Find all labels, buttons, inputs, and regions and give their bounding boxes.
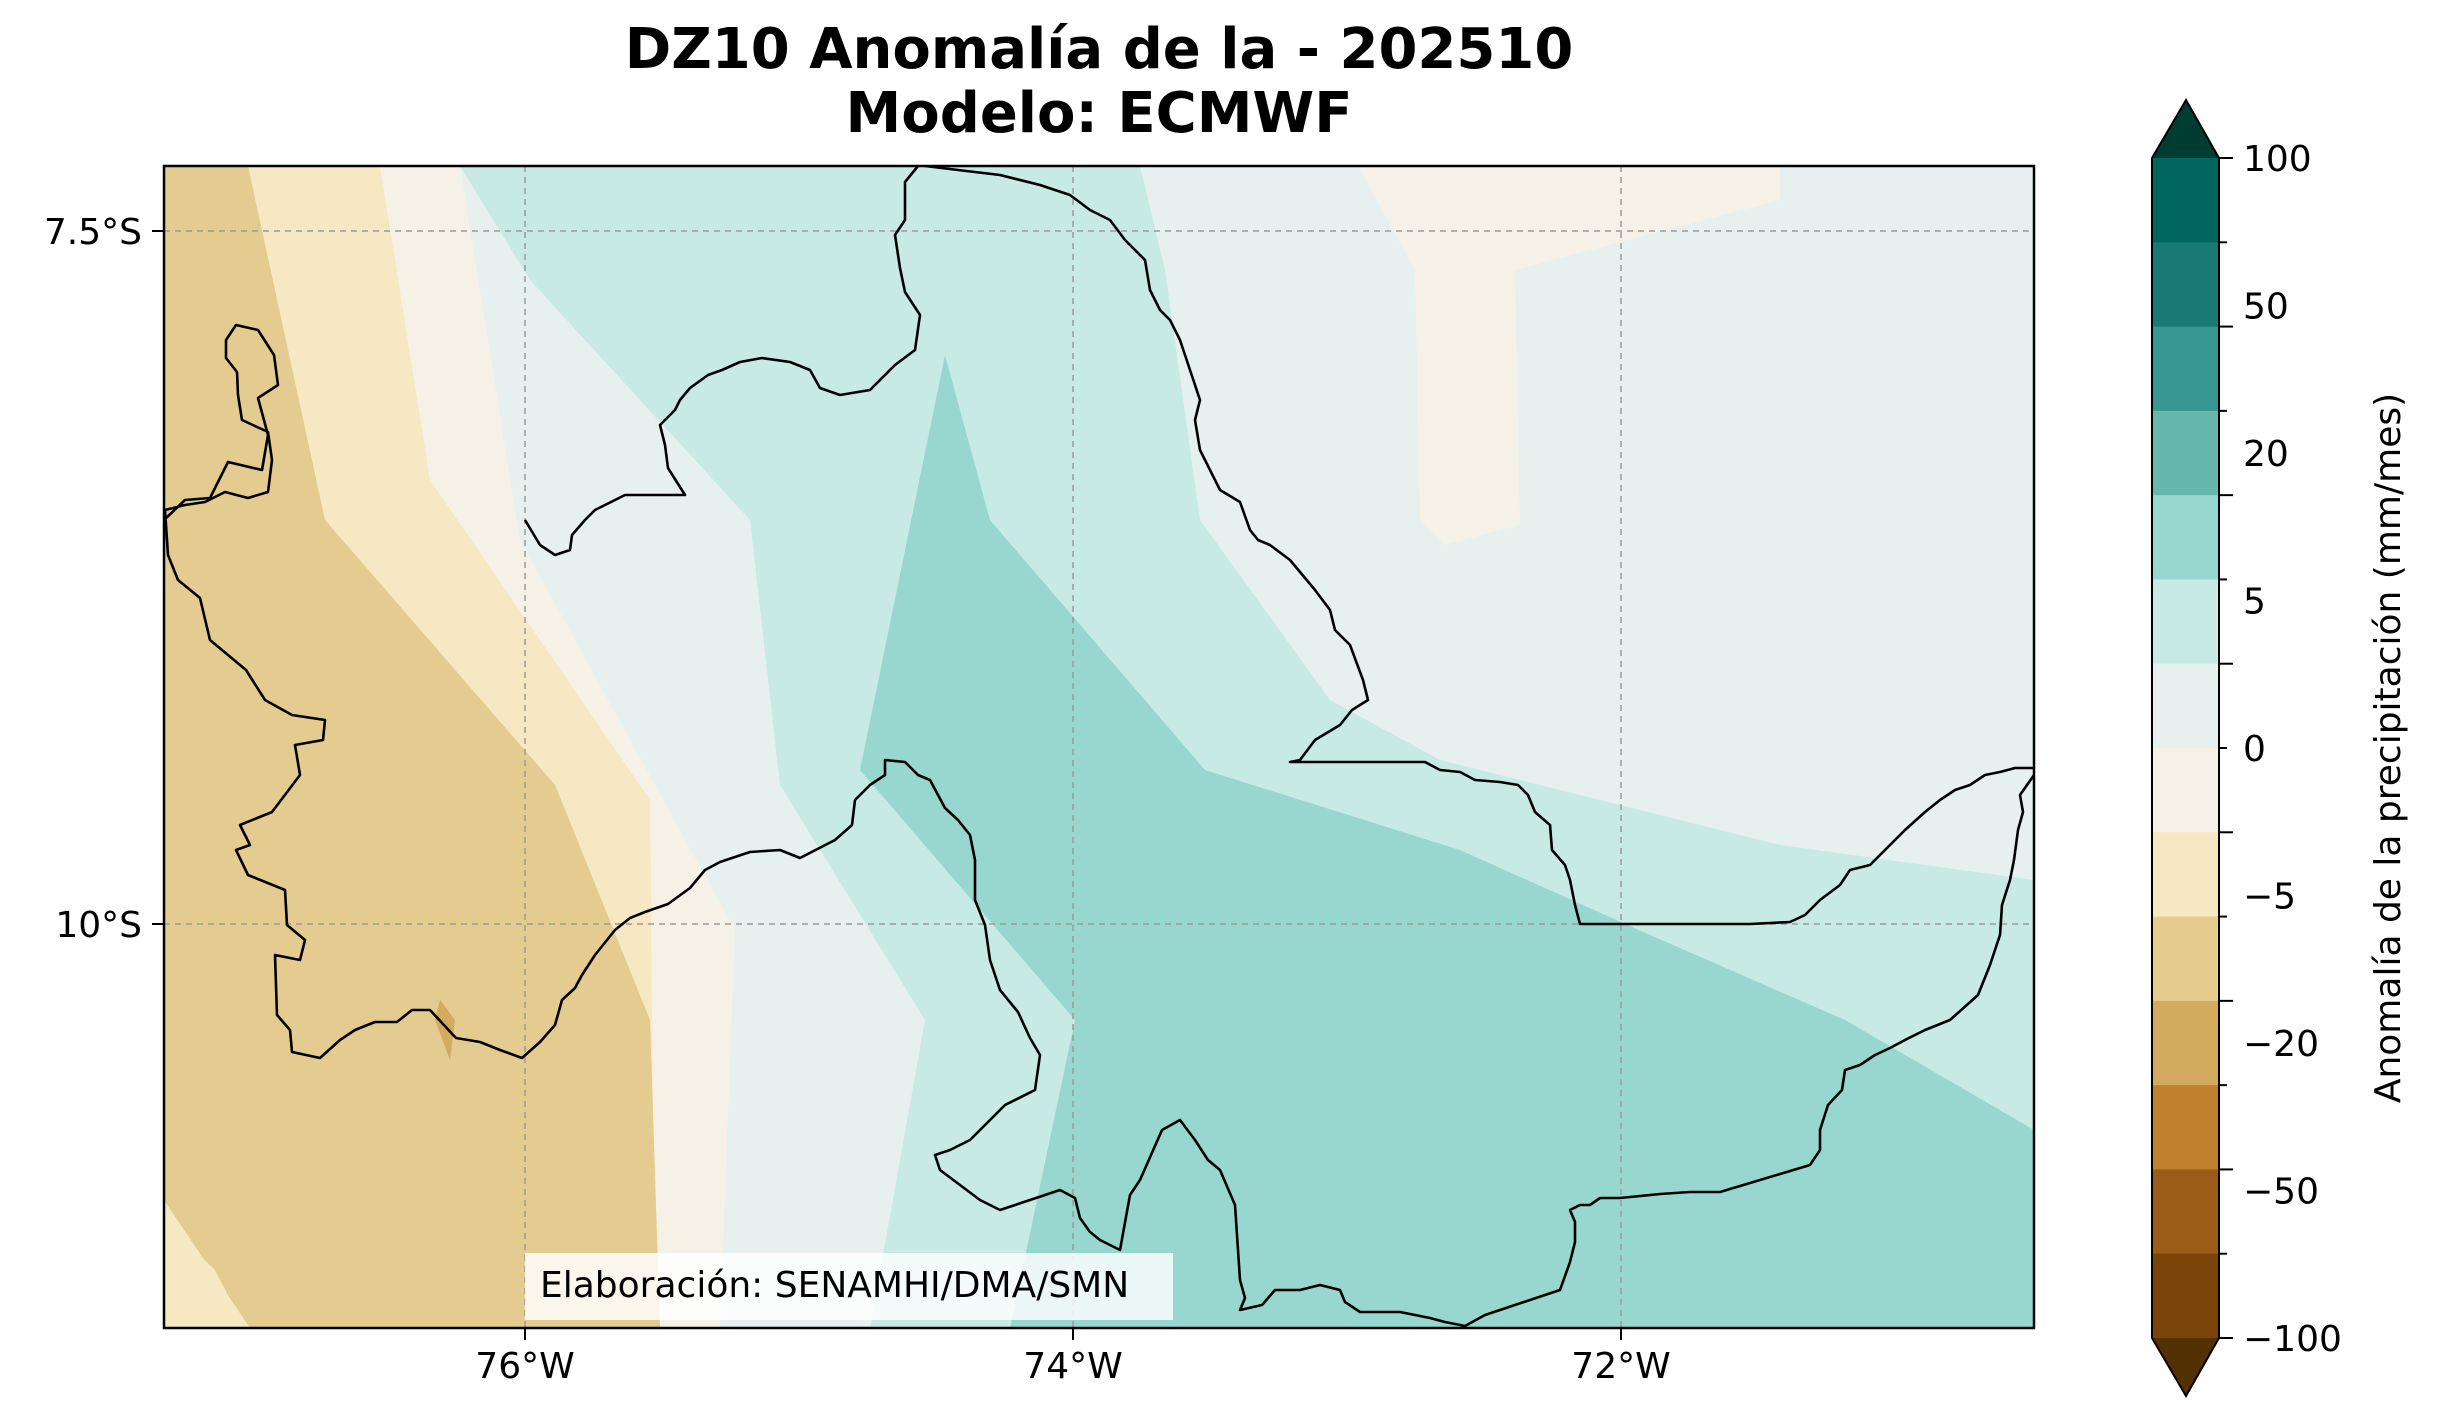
lon-tick-72w: 72°W <box>1571 1346 1670 1387</box>
anomaly-band-corner <box>164 1220 245 1328</box>
colorbar-segment <box>2152 326 2219 412</box>
title-line-2: Modelo: ECMWF <box>845 81 1353 146</box>
colorbar-segment <box>2152 1253 2219 1339</box>
axis-ticks <box>152 230 1622 1340</box>
colorbar-segment <box>2152 1085 2219 1170</box>
colorbar-tick-label: 0 <box>2243 729 2266 770</box>
chart-title: DZ10 Anomalía de la - 202510 Modelo: ECM… <box>164 18 2034 146</box>
gridlines <box>164 166 2034 1328</box>
colorbar-tick-label: 100 <box>2243 139 2312 180</box>
lon-tick-74w: 74°W <box>1023 1346 1122 1387</box>
credit-text: Elaboración: SENAMHI/DMA/SMN <box>540 1265 1129 1306</box>
map-area <box>164 166 2034 1328</box>
colorbar-tick-label: 20 <box>2243 434 2289 475</box>
colorbar-segment <box>2152 158 2219 243</box>
lat-tick-7-5s: 7.5°S <box>44 212 142 253</box>
colorbar-tick-label: −20 <box>2243 1024 2319 1065</box>
anomaly-patch-northeast <box>1358 166 1780 545</box>
colorbar-segment <box>2152 410 2219 496</box>
credit-box <box>525 1253 1173 1320</box>
region-boundaries <box>164 166 2034 1328</box>
boundary-center <box>924 166 2034 926</box>
colorbar-tick-label: 50 <box>2243 287 2289 328</box>
colorbar-tick-label: −5 <box>2243 877 2296 918</box>
colorbar-segments <box>2152 158 2219 1339</box>
anomaly-small-dark <box>435 1000 455 1060</box>
lon-tick-76w: 76°W <box>475 1346 574 1387</box>
colorbar-extend-bottom <box>2152 1338 2219 1396</box>
colorbar-segment <box>2152 832 2219 918</box>
colorbar-segment <box>2152 1169 2219 1255</box>
colorbar-segment <box>2152 579 2219 665</box>
lat-tick-10s: 10°S <box>55 905 142 946</box>
colorbar-label: Anomalía de la precipitación (mm/mes) <box>2368 393 2409 1103</box>
anomaly-band-strong-brown <box>164 166 660 1328</box>
colorbar-segment <box>2152 748 2219 833</box>
colorbar-segment <box>2152 1000 2219 1086</box>
colorbar-segment <box>2152 495 2219 580</box>
colorbar-segment <box>2152 663 2219 749</box>
colorbar-tick-label: 5 <box>2243 582 2266 623</box>
colorbar-tick-label: −100 <box>2243 1319 2342 1360</box>
title-line-1: DZ10 Anomalía de la - 202510 <box>624 17 1574 82</box>
colorbar-segment <box>2152 916 2219 1002</box>
colorbar-extend-top <box>2152 100 2219 158</box>
colorbar-segment <box>2152 242 2219 328</box>
map-frame <box>162 164 2036 1330</box>
anomaly-band-teal-mid <box>860 355 2034 1328</box>
boundary-west <box>164 323 2034 1328</box>
boundary-north <box>523 166 922 557</box>
colorbar-tick-label: −50 <box>2243 1172 2319 1213</box>
